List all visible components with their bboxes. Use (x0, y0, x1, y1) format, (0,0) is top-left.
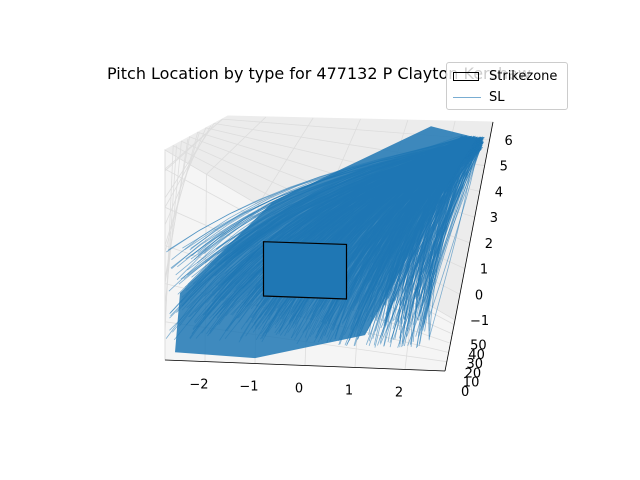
x-axis-line (164, 359, 446, 372)
sl-trajectory (419, 147, 469, 314)
z-tick-label: 1 (480, 263, 488, 278)
chart-title: Pitch Location by type for 477132 P Clay… (107, 64, 531, 83)
y-tick-label: 40 (468, 348, 485, 363)
z-axis-line (454, 121, 494, 321)
sl-trajectory (398, 147, 474, 331)
z-tick-label: 2 (485, 237, 493, 252)
z-tick-label: 3 (490, 211, 498, 226)
sl-trajectory-core (175, 126, 477, 359)
x-tick-label: 0 (295, 382, 303, 397)
z-tick-label: 6 (505, 134, 513, 149)
z-tick-label: −1 (470, 314, 489, 329)
legend-entry-strikezone: Strikezone (453, 67, 557, 85)
y-tick-label: 0 (461, 385, 469, 400)
sl-trajectory (427, 148, 478, 310)
y-tick-label: 50 (470, 339, 487, 354)
z-tick-label: 0 (475, 288, 483, 303)
legend-swatch-strikezone (453, 71, 479, 81)
z-tick-label: 5 (500, 160, 508, 175)
legend-entry-sl: SL (453, 88, 505, 106)
sl-trajectory (407, 142, 482, 346)
sl-trajectory (429, 138, 476, 337)
x-tick-label: 1 (345, 384, 353, 399)
x-tick-label: −1 (239, 380, 258, 395)
legend: Strikezone SL (446, 62, 568, 110)
sl-trajectory (422, 140, 476, 320)
x-tick-label: 2 (395, 385, 403, 400)
y-axis-line (444, 319, 456, 372)
sl-trajectory (408, 145, 475, 293)
legend-label-strikezone: Strikezone (489, 68, 558, 84)
y-tick-label: 30 (467, 357, 484, 372)
grid-z-6 (164, 118, 490, 172)
legend-label-sl: SL (489, 89, 505, 105)
z-tick-label: 4 (495, 185, 503, 200)
legend-swatch-sl (453, 96, 481, 98)
x-tick-label: −2 (189, 378, 208, 393)
sl-trajectory (386, 145, 479, 316)
y-tick-label: 20 (465, 367, 482, 382)
strikezone-rect (262, 241, 348, 300)
sl-trajectory (419, 148, 480, 271)
strikezone (262, 241, 348, 300)
y-tick-label: 10 (463, 376, 480, 391)
